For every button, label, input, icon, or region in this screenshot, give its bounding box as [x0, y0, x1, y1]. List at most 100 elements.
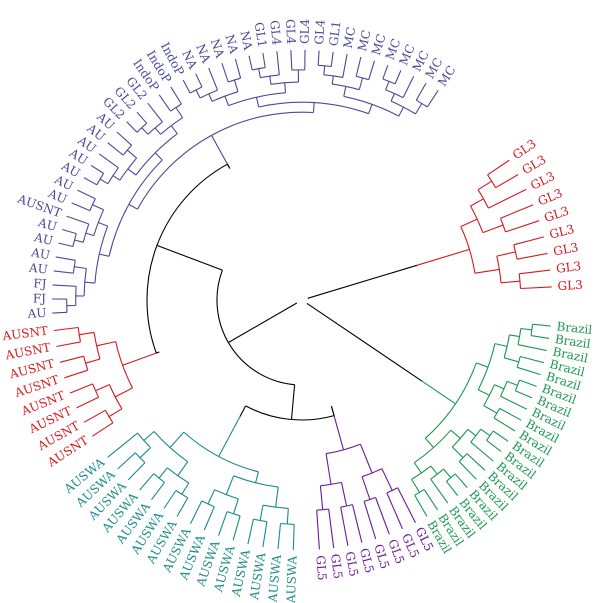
branch-arc: [530, 324, 534, 336]
leaf-label: GL4: [312, 19, 328, 45]
branch-edge: [516, 252, 548, 260]
branch-edge: [292, 524, 295, 550]
branch-arc: [499, 218, 507, 233]
branch-edge: [386, 492, 404, 530]
branch-edge: [454, 473, 468, 488]
branch-edge: [147, 102, 163, 123]
branch-edge: [107, 142, 124, 156]
branch-edge: [233, 79, 239, 92]
branch-edge: [127, 462, 146, 481]
branch-edge: [402, 76, 415, 98]
leaf-label: Brazil: [554, 332, 592, 351]
branch-arc: [93, 209, 105, 236]
branch-edge: [158, 467, 168, 479]
leaf-label: GL5: [357, 547, 377, 575]
branch-arc: [323, 74, 343, 78]
branch-edge: [520, 327, 532, 331]
branch-edge: [221, 63, 229, 83]
branch-edge: [513, 236, 545, 246]
branch-edge: [286, 508, 289, 525]
branch-edge: [126, 121, 138, 133]
branch-arc: [470, 428, 482, 443]
branch-edge: [340, 482, 348, 507]
branch-edge: [66, 215, 89, 225]
branch-edge: [58, 242, 74, 248]
branch-edge: [154, 152, 163, 161]
branch-arc: [170, 103, 182, 112]
branch-edge: [460, 218, 478, 228]
branch-edge: [414, 494, 428, 517]
branch-edge: [477, 389, 490, 396]
leaf-label: GL3: [555, 259, 582, 276]
branch-arc: [451, 429, 469, 448]
branch-arc: [72, 260, 76, 274]
branch-edge: [208, 93, 213, 102]
leaf-label: GL4: [267, 19, 284, 46]
branch-arc: [92, 383, 100, 398]
branch-edge: [195, 73, 203, 88]
branch-edge: [368, 104, 373, 114]
branch-edge: [488, 188, 527, 209]
branch-arc: [458, 453, 468, 462]
branch-arc: [107, 167, 119, 184]
branch-edge: [486, 439, 502, 452]
branch-edge: [255, 471, 259, 483]
branch-arc: [119, 157, 138, 181]
branch-arc: [153, 473, 165, 483]
branch-edge: [504, 357, 519, 363]
branch-edge: [53, 326, 79, 332]
leaf-label: AU: [36, 215, 59, 234]
branch-arc: [385, 89, 404, 99]
branch-edge: [430, 465, 438, 475]
branch-edge: [53, 270, 74, 274]
branch-arc: [516, 356, 521, 368]
branch-edge: [258, 68, 261, 78]
branch-edge: [83, 177, 98, 186]
branch-edge: [493, 417, 516, 432]
leaf-label: NA: [237, 29, 255, 51]
clade-stem: [122, 351, 160, 366]
branch-edge: [443, 468, 452, 479]
branch-edge: [112, 175, 121, 181]
branch-edge: [515, 390, 533, 399]
branch-arc: [382, 78, 396, 85]
leaf-label: NA: [222, 33, 241, 56]
branch-edge: [170, 86, 182, 105]
leaf-label: GL5: [328, 553, 345, 580]
backbone-edge: [239, 405, 247, 417]
branch-edge: [476, 362, 489, 368]
tree-branches: [51, 49, 552, 550]
branch-edge: [290, 50, 293, 71]
branch-edge: [98, 221, 108, 227]
branch-edge: [262, 53, 266, 68]
branch-edge: [317, 50, 320, 66]
branch-edge: [331, 75, 334, 85]
branch-edge: [275, 487, 279, 508]
branch-edge: [505, 220, 540, 233]
backbone-arc: [245, 405, 335, 421]
branch-edge: [276, 51, 280, 75]
branch-edge: [415, 103, 423, 115]
leaf-label: AU: [32, 230, 54, 248]
branch-edge: [516, 366, 541, 376]
branch-edge: [96, 341, 116, 347]
branch-edge: [203, 506, 215, 531]
branch-edge: [207, 489, 216, 505]
leaf-label: GL5: [313, 555, 329, 581]
leaf-label: Brazil: [556, 319, 593, 337]
leaf-label: AUSWA: [265, 554, 284, 603]
leaf-label: AU: [29, 245, 51, 262]
branch-edge: [330, 51, 334, 67]
backbone-edge: [307, 264, 418, 299]
branch-arc: [414, 488, 425, 496]
leaf-label: FJ: [33, 291, 46, 305]
leaf-label: AUSNT: [1, 324, 49, 344]
branch-edge: [500, 280, 521, 284]
branch-arc: [258, 101, 369, 115]
branch-arc: [137, 432, 151, 448]
branch-arc: [500, 381, 508, 397]
branch-edge: [325, 453, 332, 485]
branch-edge: [470, 198, 484, 207]
branch-edge: [520, 286, 552, 290]
branch-edge: [415, 82, 427, 101]
